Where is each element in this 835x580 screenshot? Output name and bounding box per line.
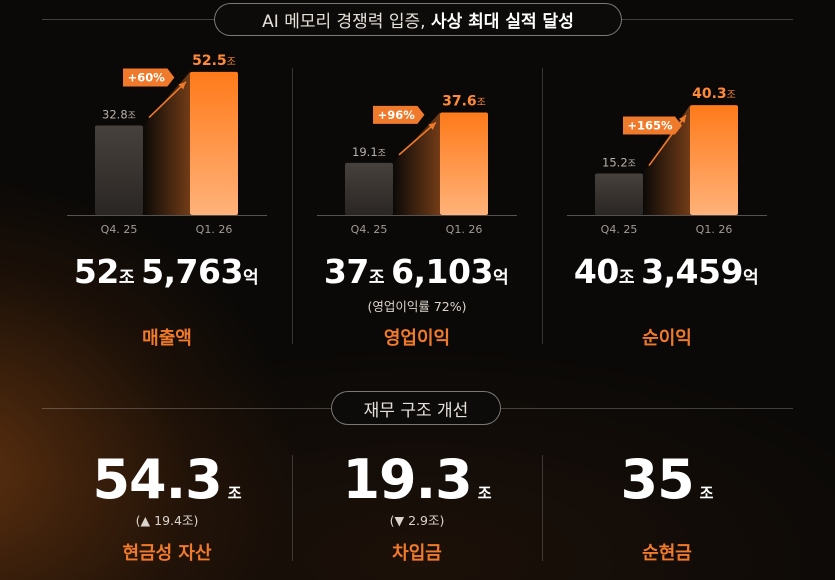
category-tick-label: Q4. 25 <box>101 223 138 236</box>
bar-value-label: 15.2조 <box>602 156 636 170</box>
value-number-1: 52 <box>73 252 119 291</box>
value-unit-2: 억 <box>242 268 259 288</box>
value-unit-2: 억 <box>492 268 509 288</box>
stat-label: 순현금 <box>642 543 692 564</box>
headline-light: AI 메모리 경쟁력 입증, <box>262 12 426 32</box>
value-unit-2: 억 <box>742 268 759 288</box>
operating-margin-note: (영업이익률 72%) <box>367 299 467 314</box>
bar-q1-26 <box>690 105 738 215</box>
header-rule-left <box>42 19 217 20</box>
bar-value-label: 52.5조 <box>192 53 236 69</box>
stat-label: 차입금 <box>392 543 442 564</box>
stat-number: 19.3 <box>342 448 472 511</box>
growth-arrow-head <box>678 115 686 123</box>
growth-arrow-head <box>428 122 436 130</box>
panel-net-income: 15.2조 Q4. 25 40.3조 Q1. 26 +165% 40조 3,459억 순… <box>542 62 792 352</box>
stat-unit: 조 <box>699 484 714 502</box>
value-number-2: 6,103 <box>391 252 493 291</box>
header-rule-right <box>618 19 793 20</box>
headline-pill: AI 메모리 경쟁력 입증, 사상 최대 실적 달성 <box>214 3 622 36</box>
category-tick-label: Q1. 26 <box>696 223 733 236</box>
growth-arrow-line <box>398 121 437 156</box>
revenue-chart: 32.8조 Q4. 25 52.5조 Q1. 26 +60% <box>67 53 267 236</box>
net-income-label: 순이익 <box>642 328 692 349</box>
operating-profit-value: 37조 6,103억 <box>292 252 542 291</box>
stat-change: (▲ 19.4조) <box>135 513 199 528</box>
divider-4 <box>542 455 543 561</box>
growth-shade <box>643 105 690 215</box>
divider-2 <box>542 68 543 344</box>
panel-revenue: 32.8조 Q4. 25 52.5조 Q1. 26 +60% 52조 5,763억 매출… <box>42 53 292 352</box>
stat-label: 현금성 자산 <box>122 543 212 564</box>
stat-borrowings: 19.3 조 (▼ 2.9조) 차입금 <box>292 448 542 573</box>
headline-bold: 사상 최대 실적 달성 <box>430 12 574 32</box>
value-number-2: 5,763 <box>141 252 243 291</box>
stat-number: 54.3 <box>92 448 222 511</box>
panel-operating-profit: 19.1조 Q4. 25 37.6조 Q1. 26 +96% 37조 6,103억 (영… <box>292 62 542 352</box>
growth-badge <box>623 116 682 135</box>
category-tick-label: Q1. 26 <box>446 223 483 236</box>
bar-value-label: 40.3조 <box>692 86 736 102</box>
growth-shade <box>143 71 190 216</box>
bar-q1-26 <box>190 71 238 216</box>
operating-profit-label: 영업이익 <box>383 328 451 349</box>
bar-value-label: 19.1조 <box>352 145 386 159</box>
growth-shade <box>393 112 440 215</box>
section-title: 재무 구조 개선 <box>363 400 469 421</box>
stat-value: 35 조 <box>542 448 792 511</box>
bar-value-label: 37.6조 <box>442 93 486 109</box>
stat-number: 35 <box>620 448 695 511</box>
stat-value: 54.3 조 <box>42 448 292 511</box>
growth-badge <box>373 105 425 124</box>
value-unit-1: 조 <box>618 268 635 288</box>
stat-unit: 조 <box>477 484 492 502</box>
value-number-1: 40 <box>573 252 619 291</box>
value-unit-1: 조 <box>368 268 385 288</box>
section-rule-right <box>500 408 793 409</box>
bar-q4-25 <box>95 125 143 215</box>
growth-badge <box>123 68 175 87</box>
net-income-chart: 15.2조 Q4. 25 40.3조 Q1. 26 +165% <box>567 86 767 236</box>
net-income-value: 40조 3,459억 <box>542 252 792 291</box>
section-rule-left <box>42 408 332 409</box>
bar-q4-25 <box>595 173 643 215</box>
bar-q4-25 <box>345 162 393 215</box>
bar-q1-26 <box>440 112 488 215</box>
stat-change: (▼ 2.9조) <box>389 513 445 528</box>
stat-value: 19.3 조 <box>292 448 542 511</box>
category-tick-label: Q1. 26 <box>196 223 233 236</box>
divider-1 <box>292 68 293 344</box>
value-unit-1: 조 <box>118 268 135 288</box>
operating-profit-chart: 19.1조 Q4. 25 37.6조 Q1. 26 +96% <box>317 93 517 236</box>
value-number-2: 3,459 <box>641 252 743 291</box>
revenue-value: 52조 5,763억 <box>42 252 292 291</box>
divider-3 <box>292 455 293 561</box>
growth-badge-label: +96% <box>378 108 416 122</box>
revenue-label: 매출액 <box>142 328 192 349</box>
bar-value-label: 32.8조 <box>102 108 136 122</box>
growth-badge-label: +165% <box>627 119 673 133</box>
growth-badge-label: +60% <box>128 71 166 85</box>
growth-arrow-line <box>148 81 187 119</box>
category-tick-label: Q4. 25 <box>351 223 388 236</box>
stat-net-cash: 35 조 순현금 <box>542 448 792 573</box>
stat-unit: 조 <box>227 484 242 502</box>
section-title-pill: 재무 구조 개선 <box>331 391 501 425</box>
value-number-1: 37 <box>323 252 369 291</box>
stat-cash-assets: 54.3 조 (▲ 19.4조) 현금성 자산 <box>42 448 292 573</box>
category-tick-label: Q4. 25 <box>601 223 638 236</box>
growth-arrow-head <box>178 81 186 90</box>
